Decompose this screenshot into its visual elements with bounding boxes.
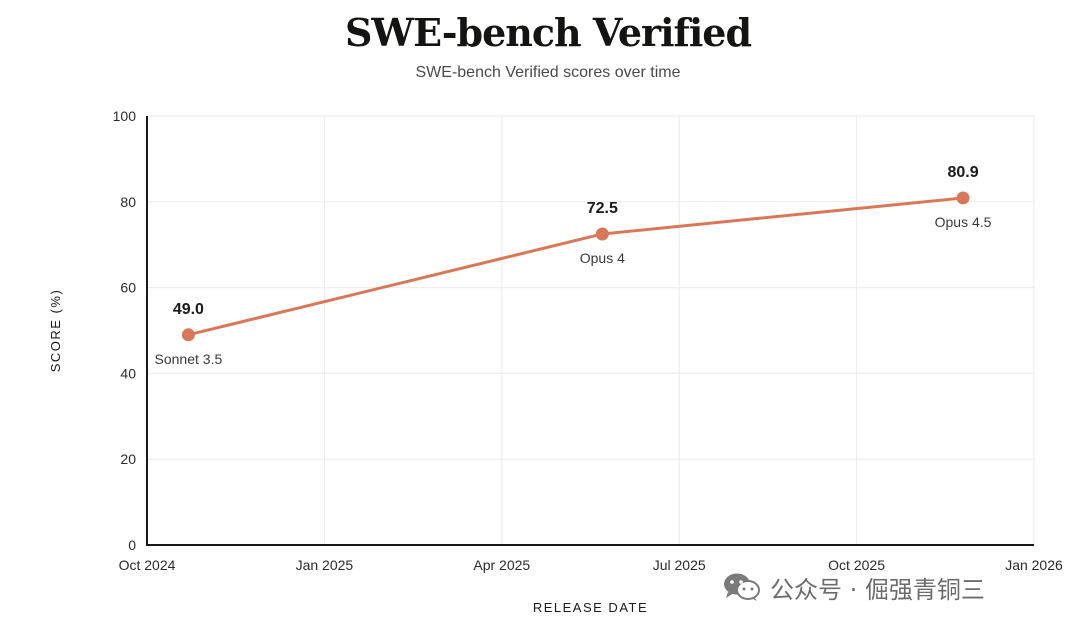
x-tick-label: Jan 2025 bbox=[296, 557, 354, 573]
y-tick-label: 40 bbox=[120, 365, 136, 381]
x-tick-label: Oct 2024 bbox=[119, 557, 176, 573]
series-line bbox=[186, 196, 965, 337]
y-tick-label: 100 bbox=[113, 108, 137, 124]
data-point-label: Sonnet 3.5 bbox=[155, 351, 223, 367]
data-point bbox=[595, 227, 609, 241]
y-tick-label: 60 bbox=[120, 280, 136, 296]
watermark-text: 公众号 · 倔强青铜三 bbox=[770, 575, 985, 604]
y-axis-title: SCORE (%) bbox=[48, 289, 63, 373]
data-point bbox=[956, 191, 970, 205]
data-point-label: Opus 4.5 bbox=[935, 214, 992, 230]
data-point-label: Opus 4 bbox=[580, 250, 625, 266]
x-tick-label: Jul 2025 bbox=[653, 557, 706, 573]
data-value-label: 49.0 bbox=[173, 301, 204, 318]
chart-subtitle: SWE-bench Verified scores over time bbox=[415, 64, 681, 81]
x-axis-title: RELEASE DATE bbox=[533, 600, 648, 615]
data-value-label: 80.9 bbox=[947, 164, 978, 181]
y-tick-label: 20 bbox=[120, 451, 136, 467]
y-tick-label: 80 bbox=[120, 194, 136, 210]
y-tick-label: 0 bbox=[128, 537, 136, 553]
x-tick-label: Jan 2026 bbox=[1005, 557, 1063, 573]
wechat-icon bbox=[724, 573, 760, 601]
x-tick-label: Apr 2025 bbox=[473, 557, 530, 573]
watermark: 公众号 · 倔强青铜三 bbox=[722, 570, 985, 604]
data-value-label: 72.5 bbox=[587, 200, 618, 217]
x-tick-label: Oct 2025 bbox=[828, 557, 885, 573]
chart-title: SWE-bench Verified bbox=[344, 10, 752, 55]
data-point bbox=[181, 328, 195, 342]
